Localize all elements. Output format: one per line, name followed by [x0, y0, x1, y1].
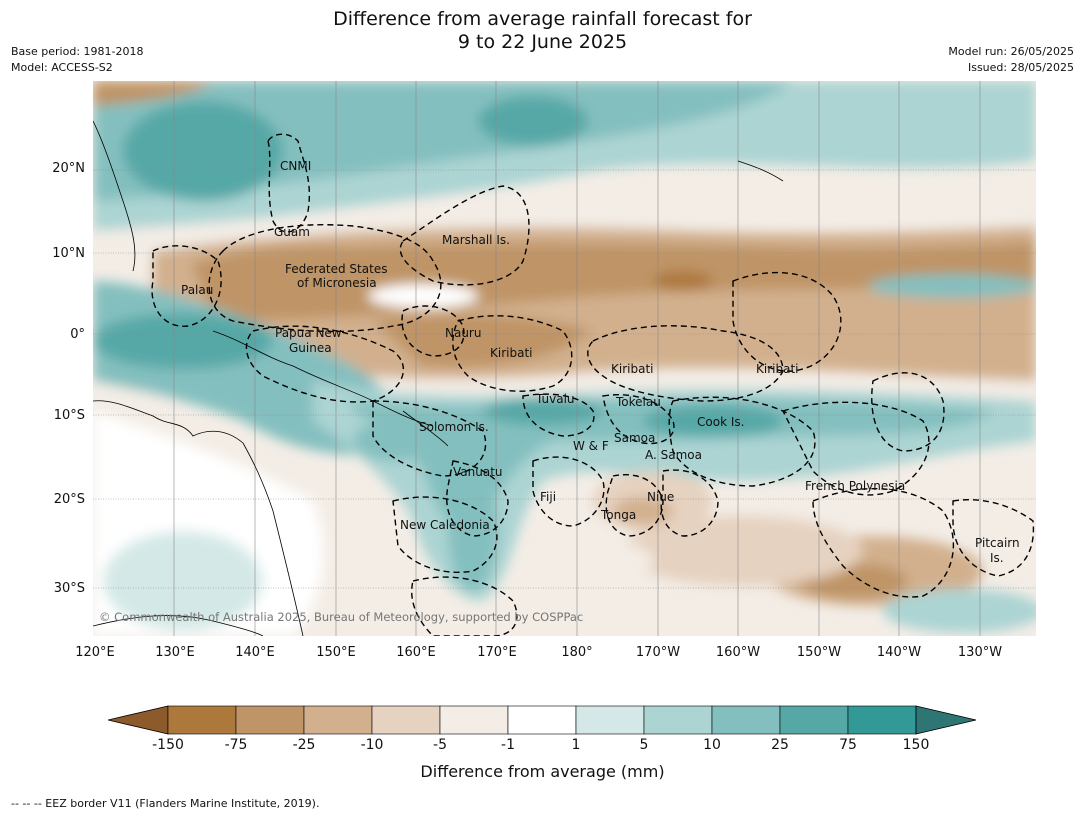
- base-period-label: Base period: 1981-2018: [11, 45, 144, 58]
- eez-borders: [151, 133, 1035, 636]
- legend-tick-label: 25: [771, 737, 789, 753]
- place-label-samoa: Samoa: [614, 431, 655, 445]
- place-label-pitcairn-line2: Is.: [990, 551, 1004, 565]
- rainfall-map[interactable]: CNMI Guam Marshall Is. Federated States …: [93, 81, 1036, 636]
- place-label-marshall-is: Marshall Is.: [442, 233, 510, 247]
- place-label-new-caledonia: New Caledonia: [400, 518, 490, 532]
- legend-tick-label: 150: [902, 737, 930, 753]
- place-label-png-line1: Papua New: [275, 326, 342, 340]
- place-label-fsm-line2: of Micronesia: [297, 276, 377, 290]
- place-label-wallis-futuna: W & F: [573, 439, 609, 453]
- place-label-solomon-is: Solomon Is.: [419, 420, 489, 434]
- place-label-kiribati-west: Kiribati: [490, 346, 532, 360]
- place-label-guam: Guam: [274, 225, 310, 239]
- place-label-cnmi: CNMI: [280, 159, 311, 173]
- lon-label-150w: 150°W: [796, 645, 842, 660]
- legend-title: Difference from average (mm): [420, 762, 665, 781]
- model-label: Model: ACCESS-S2: [11, 61, 113, 74]
- lat-label-10n: 10°N: [52, 246, 85, 261]
- legend-tick-label: 10: [703, 737, 721, 753]
- lon-label-150e: 150°E: [316, 645, 356, 660]
- issued-label: Issued: 28/05/2025: [967, 61, 1074, 74]
- coastlines: [93, 120, 784, 636]
- place-label-vanuatu: Vanuatu: [453, 465, 503, 479]
- lon-label-170e: 170°E: [477, 645, 517, 660]
- lon-label-170w: 170°W: [635, 645, 681, 660]
- place-label-american-samoa: A. Samoa: [645, 448, 702, 462]
- lon-label-140e: 140°E: [235, 645, 275, 660]
- place-label-palau: Palau: [181, 283, 213, 297]
- place-label-fsm-line1: Federated States: [285, 262, 387, 276]
- legend-colorbar: [108, 705, 977, 735]
- legend-swatch: [371, 705, 441, 735]
- graticule: [93, 81, 1036, 636]
- legend-tick-label: -5: [433, 737, 447, 753]
- legend-tick-label: 75: [839, 737, 857, 753]
- place-label-fiji: Fiji: [540, 490, 556, 504]
- lat-label-20n: 20°N: [52, 161, 85, 176]
- place-label-pitcairn-line1: Pitcairn: [975, 536, 1020, 550]
- place-label-kiribati-east: Kiribati: [756, 362, 798, 376]
- lon-label-160e: 160°E: [396, 645, 436, 660]
- map-title-line2: 9 to 22 June 2025: [457, 31, 628, 53]
- lon-label-130e: 130°E: [155, 645, 195, 660]
- model-run-label: Model run: 26/05/2025: [948, 45, 1074, 58]
- place-label-cook-is: Cook Is.: [697, 415, 744, 429]
- lat-label-0: 0°: [70, 327, 85, 342]
- place-label-niue: Niue: [647, 490, 674, 504]
- legend-tick-label: -10: [360, 737, 384, 753]
- legend-swatch: [167, 705, 237, 735]
- place-label-nauru: Nauru: [445, 326, 481, 340]
- legend-tick-label: 5: [639, 737, 649, 753]
- legend-tick-label: -75: [224, 737, 248, 753]
- place-labels: CNMI Guam Marshall Is. Federated States …: [181, 159, 1020, 565]
- legend-swatch: [303, 705, 373, 735]
- lon-label-140w: 140°W: [876, 645, 922, 660]
- legend-swatch: [439, 705, 509, 735]
- legend-tick-label: -1: [501, 737, 515, 753]
- lat-label-20s: 20°S: [53, 492, 85, 507]
- legend-swatch: [235, 705, 305, 735]
- eez-footnote: -- -- -- EEZ border V11 (Flanders Marine…: [11, 797, 320, 810]
- lat-label-10s: 10°S: [53, 408, 85, 423]
- lon-label-130w: 130°W: [957, 645, 1003, 660]
- copyright-notice: © Commonwealth of Australia 2025, Bureau…: [99, 610, 583, 624]
- lon-label-160w: 160°W: [715, 645, 761, 660]
- map-canvas: CNMI Guam Marshall Is. Federated States …: [93, 81, 1036, 636]
- map-title-line1: Difference from average rainfall forecas…: [333, 8, 752, 30]
- legend-tick-label: -150: [152, 737, 184, 753]
- legend-swatch: [643, 705, 713, 735]
- legend-swatch: [507, 705, 577, 735]
- lat-label-30s: 30°S: [53, 581, 85, 596]
- legend-arrow-high: [915, 705, 977, 735]
- lon-label-120e: 120°E: [75, 645, 115, 660]
- place-label-png-line2: Guinea: [289, 341, 332, 355]
- place-label-tuvalu: Tuvalu: [535, 392, 575, 406]
- place-label-tokelau: Tokelau: [615, 395, 661, 409]
- place-label-tonga: Tonga: [600, 508, 636, 522]
- place-label-french-polynesia: French Polynesia: [805, 479, 905, 493]
- legend-tick-label: -25: [292, 737, 316, 753]
- lon-label-180: 180°: [561, 645, 593, 660]
- legend-tick-label: 1: [571, 737, 581, 753]
- legend-swatch: [711, 705, 781, 735]
- legend-arrow-low: [108, 705, 169, 735]
- legend-swatch: [847, 705, 917, 735]
- legend-swatch: [575, 705, 645, 735]
- legend-swatch: [779, 705, 849, 735]
- place-label-kiribati-central: Kiribati: [611, 362, 653, 376]
